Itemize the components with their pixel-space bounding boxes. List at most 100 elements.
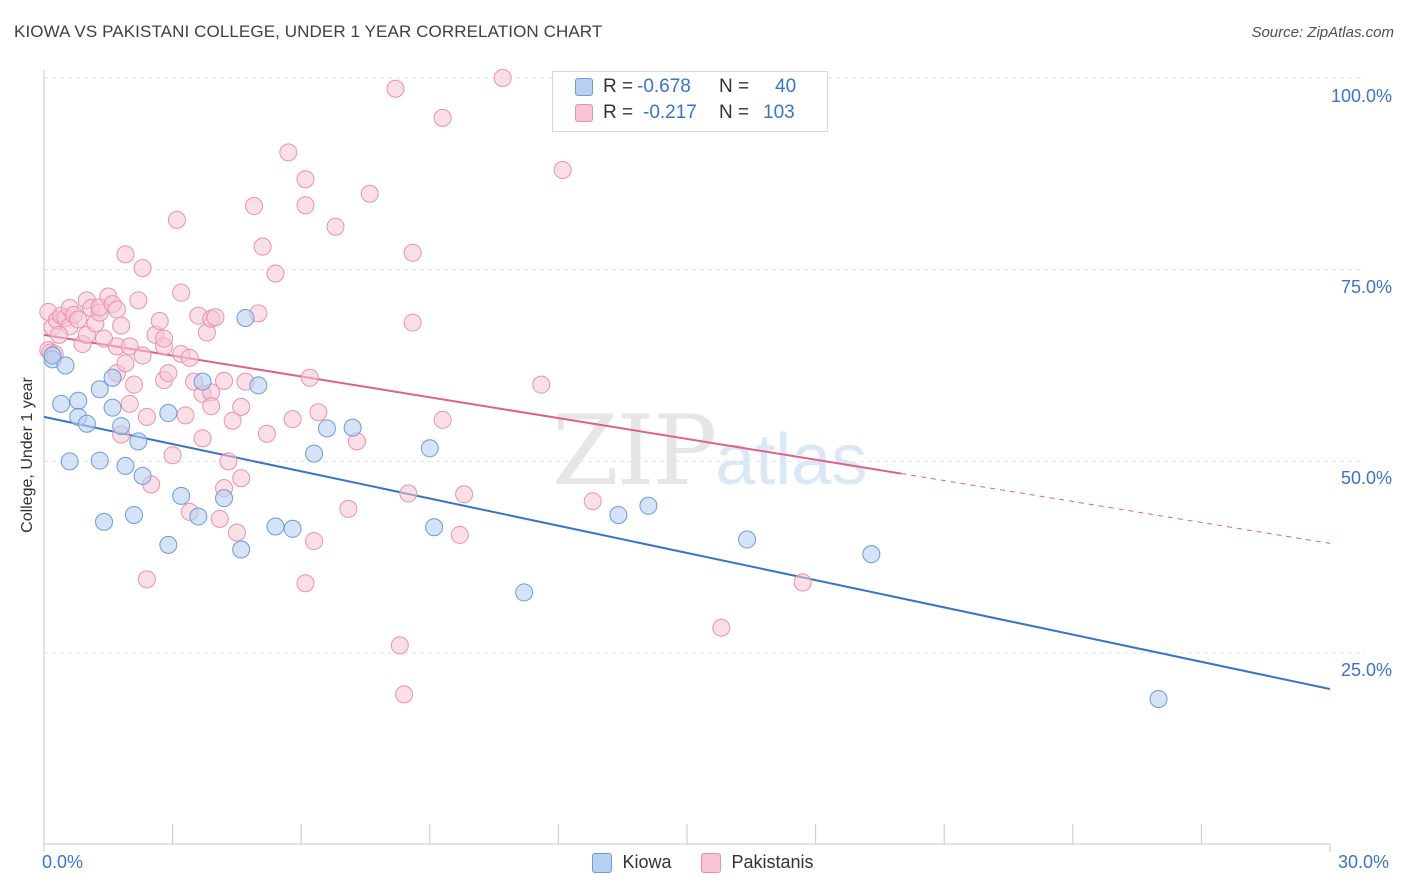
kiowa-point	[129, 432, 148, 451]
y-axis-label: College, Under 1 year	[19, 377, 36, 533]
pakistanis-point	[69, 310, 88, 329]
kiowa-point	[305, 444, 324, 463]
pakistanis-point	[433, 108, 452, 127]
pakistanis-point	[245, 197, 264, 216]
kiowa-points	[43, 308, 1168, 708]
kiowa-point	[249, 376, 268, 395]
pakistanis-point	[167, 210, 186, 229]
kiowa-point	[90, 451, 109, 470]
kiowa-point	[639, 496, 658, 515]
pakistanis-point	[712, 618, 731, 637]
pakistanis-point	[206, 308, 225, 327]
n-label: N =	[719, 76, 750, 97]
kiowa-point	[343, 418, 362, 437]
pakistanis-point	[159, 364, 178, 383]
pakistanis-point	[403, 243, 422, 262]
pakistanis-point	[232, 469, 251, 488]
pakistanis-swatch	[575, 104, 593, 122]
correlation-legend: R = -0.678 N = 40 R = -0.217 N = 103	[552, 71, 828, 132]
pakistanis-point	[339, 499, 358, 518]
r-value-pakistanis: -0.217	[643, 102, 697, 123]
pakistanis-point	[390, 636, 409, 655]
y-tick-label: 25.0%	[1340, 660, 1392, 680]
pakistanis-point	[386, 79, 405, 98]
watermark-atlas: atlas	[715, 420, 868, 500]
r-label: R =	[603, 102, 634, 123]
trend-lines	[43, 333, 1331, 691]
pakistanis-point	[219, 452, 238, 471]
source-credit: Source: ZipAtlas.com	[1251, 24, 1394, 41]
pakistanis-point	[296, 574, 315, 593]
kiowa-point	[317, 419, 336, 438]
kiowa-point	[172, 486, 191, 505]
kiowa-point	[69, 391, 88, 410]
kiowa-point	[159, 404, 178, 423]
kiowa-point	[52, 394, 71, 413]
kiowa-point	[236, 308, 255, 327]
pakistanis-point	[257, 424, 276, 443]
kiowa-point	[116, 456, 135, 475]
pakistanis-point	[399, 484, 418, 503]
n-label: N =	[719, 102, 750, 123]
kiowa-trend-line	[43, 415, 1331, 691]
kiowa-point	[515, 583, 534, 602]
pakistanis-point	[116, 245, 135, 264]
legend-row-kiowa: R = -0.678 N = 40	[575, 75, 796, 99]
y-tick-label: 100.0%	[1330, 86, 1392, 106]
pakistanis-point	[305, 532, 324, 551]
pakistanis-point	[137, 407, 156, 426]
pakistanis-point	[253, 237, 272, 256]
pakistanis-point	[583, 492, 602, 511]
pakistanis-point	[309, 403, 328, 422]
pakistanis-trend-extension	[901, 473, 1331, 544]
pakistanis-point	[215, 371, 234, 390]
pakistanis-point	[283, 410, 302, 429]
pakistanis-point	[232, 397, 251, 416]
kiowa-point	[112, 417, 131, 436]
pakistanis-point	[532, 375, 551, 394]
pakistanis-point	[107, 300, 126, 319]
pakistanis-point	[450, 525, 469, 544]
kiowa-point	[56, 356, 75, 375]
pakistanis-point	[403, 313, 422, 332]
pakistanis-point	[210, 509, 229, 528]
kiowa-point	[232, 540, 251, 559]
kiowa-point	[95, 512, 114, 531]
kiowa-point	[43, 346, 62, 365]
series-legend: Kiowa Pakistanis	[0, 852, 1406, 873]
pakistanis-point	[150, 312, 169, 331]
kiowa-point	[283, 519, 302, 538]
pakistanis-point	[50, 325, 69, 344]
chart-title: KIOWA VS PAKISTANI COLLEGE, UNDER 1 YEAR…	[14, 22, 603, 41]
pakistanis-point	[125, 375, 144, 394]
kiowa-point	[738, 530, 757, 549]
pakistanis-point	[133, 346, 152, 365]
x-tick-label: 30.0%	[1338, 852, 1390, 872]
kiowa-point	[189, 507, 208, 526]
legend-item-pakistanis[interactable]: Pakistanis	[701, 852, 814, 873]
pakistanis-point	[296, 170, 315, 189]
pakistanis-point	[455, 485, 474, 504]
axes	[43, 70, 1331, 852]
legend-label-kiowa: Kiowa	[622, 852, 672, 872]
pakistanis-point	[163, 446, 182, 465]
kiowa-point	[103, 368, 122, 387]
kiowa-point	[266, 517, 285, 536]
kiowa-point	[133, 466, 152, 485]
kiowa-point	[862, 545, 881, 564]
kiowa-point	[1149, 690, 1168, 708]
pakistanis-point	[116, 354, 135, 373]
pakistanis-point	[155, 329, 174, 348]
legend-item-kiowa[interactable]: Kiowa	[592, 852, 671, 873]
r-label: R =	[603, 76, 634, 97]
watermark: ZIPatlas	[552, 395, 867, 507]
pakistanis-point	[112, 316, 131, 335]
pakistanis-point	[137, 570, 156, 589]
pakistanis-point	[227, 523, 246, 542]
kiowa-point	[60, 452, 79, 471]
n-value-pakistanis: 103	[763, 102, 795, 123]
pakistanis-point	[793, 573, 812, 592]
pakistanis-point	[326, 217, 345, 236]
r-value-kiowa: -0.678	[637, 76, 691, 97]
